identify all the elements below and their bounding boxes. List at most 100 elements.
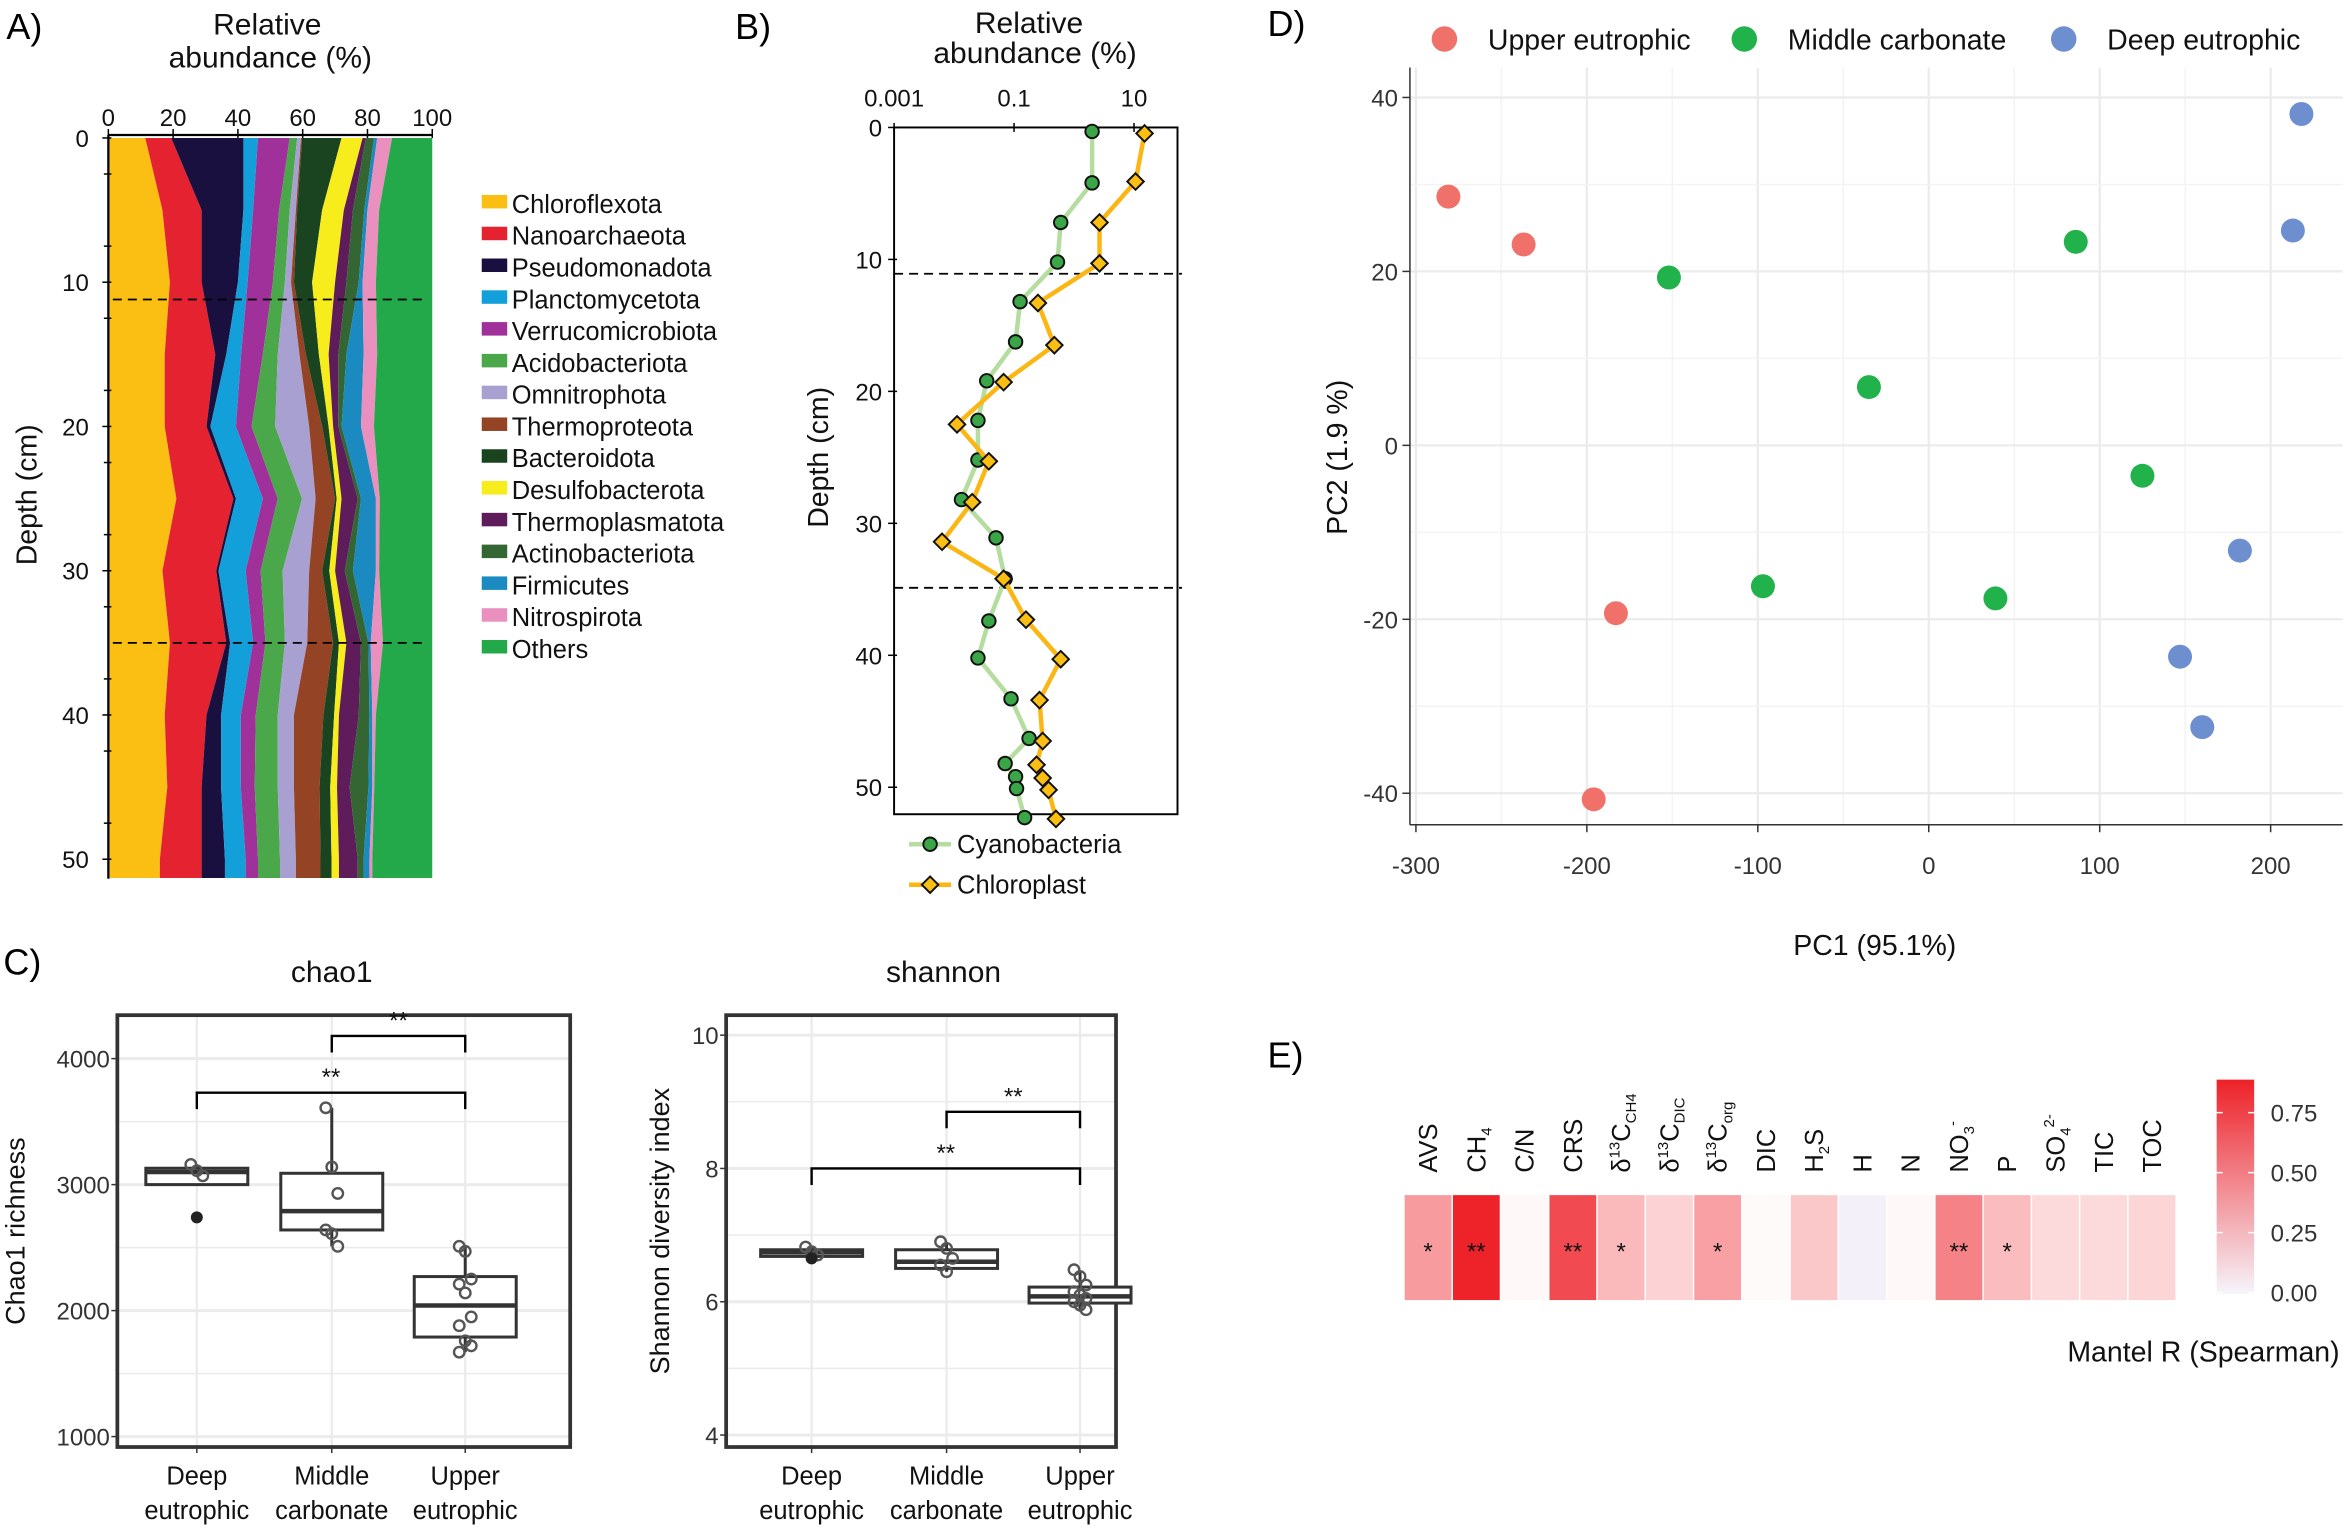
y-tick-label: 40 xyxy=(62,703,89,730)
point-cyanobacteria xyxy=(1021,730,1037,747)
chao1-significance-bracket xyxy=(330,1034,467,1053)
chao1-data-point xyxy=(458,1244,472,1258)
shannon-x-label-line2: eutrophic xyxy=(1028,1497,1133,1525)
column-label-part: SO xyxy=(2043,1136,2071,1173)
chao1-x-label-line2: carbonate xyxy=(275,1497,388,1525)
column-label-part: P xyxy=(1994,1156,2022,1173)
chao1-title: chao1 xyxy=(291,956,373,989)
point-deep-eutrophic xyxy=(2227,538,2252,563)
panel-letter-a: A) xyxy=(6,6,42,47)
panel-b-line-chart: Relative abundance (%) Depth (cm) 0.001 0… xyxy=(803,7,1182,900)
point-chloroplast xyxy=(993,569,1014,589)
legend-label-bacteroidota: Bacteroidota xyxy=(512,445,656,473)
heatmap-cell xyxy=(1549,1195,1597,1301)
column-label: AVS xyxy=(1415,1124,1443,1173)
column-label-part: H xyxy=(1849,1154,1877,1172)
colorbar-title: Mantel R (Spearman) xyxy=(2067,1337,2339,1369)
point-chloroplast xyxy=(1046,809,1066,829)
pca-xlabel: PC1 (95.1%) xyxy=(1793,930,1956,962)
heatmap-cell xyxy=(2032,1195,2079,1301)
column-label-part: - xyxy=(1944,1121,1961,1126)
point-cyanobacteria xyxy=(1008,780,1025,797)
x-tick-label: 200 xyxy=(2251,853,2291,880)
point-middle-carbonate xyxy=(2130,463,2155,488)
y-tick-label: -20 xyxy=(1363,607,1398,634)
point-chloroplast xyxy=(1134,123,1155,144)
chao1-data-point xyxy=(452,1277,466,1291)
point-cyanobacteria xyxy=(988,530,1004,546)
point-cyanobacteria xyxy=(970,412,986,429)
y-tick-label: -40 xyxy=(1363,781,1398,808)
legend-label-firmicutes: Firmicutes xyxy=(512,572,630,600)
panel-letter-d: D) xyxy=(1267,3,1305,44)
point-cyanobacteria xyxy=(1084,123,1100,140)
y-tick-label: 50 xyxy=(62,847,89,874)
plot-frame xyxy=(893,126,1179,816)
legend-label-thermoproteota: Thermoproteota xyxy=(512,413,694,441)
point-middle-carbonate xyxy=(1856,375,1881,400)
legend-label-upper-eutrophic: Upper eutrophic xyxy=(1488,24,1691,56)
column-label-part: C xyxy=(1705,1123,1733,1141)
area-thermoproteota xyxy=(291,137,336,878)
column-label-part: δ xyxy=(1656,1158,1684,1172)
heatmap-cell xyxy=(1404,1195,1452,1301)
panel-a-title-line2: abundance (%) xyxy=(169,41,372,74)
point-cyanobacteria xyxy=(997,755,1013,772)
shannon-x-label-line2: eutrophic xyxy=(759,1497,864,1525)
x-tick-label: 0.1 xyxy=(997,85,1030,112)
heatmap-cell xyxy=(1694,1195,1742,1301)
point-chloroplast xyxy=(1038,780,1059,800)
chao1-data-point xyxy=(325,1160,339,1174)
shannon-data-point xyxy=(1073,1269,1087,1283)
column-label-part: org xyxy=(1720,1102,1737,1124)
point-upper-eutrophic xyxy=(1581,787,1606,812)
column-label: H2​S xyxy=(1801,1129,1833,1173)
chao1-data-point xyxy=(464,1339,478,1353)
area-nanoarchaeota xyxy=(145,137,234,878)
heatmap-cell xyxy=(2128,1195,2176,1301)
column-label-part: 4 xyxy=(1478,1127,1495,1135)
heatmap-cell xyxy=(1452,1195,1500,1301)
chao1-y-tick-label: 1000 xyxy=(56,1425,109,1452)
shannon-x-label-line1: Deep xyxy=(781,1463,842,1491)
chao1-x-label-line1: Upper xyxy=(431,1463,501,1491)
point-chloroplast xyxy=(1033,731,1053,751)
shannon-significance-bracket xyxy=(810,1167,1082,1185)
shannon-y-tick-label: 6 xyxy=(705,1290,718,1317)
x-tick-label: -200 xyxy=(1563,853,1611,880)
point-chloroplast xyxy=(1125,171,1146,192)
column-label: DIC xyxy=(1753,1129,1781,1173)
legend-swatch-nitrospirota xyxy=(481,608,508,622)
column-label-part: TIC xyxy=(2091,1132,2119,1173)
legend-label-omnitrophota: Omnitrophota xyxy=(512,382,667,410)
x-tick-label: 80 xyxy=(354,105,381,132)
column-label-part: N xyxy=(1898,1154,1926,1172)
significance-label: * xyxy=(1713,1239,1722,1266)
legend-label-verrucomicrobiota: Verrucomicrobiota xyxy=(512,318,718,346)
column-label: P xyxy=(1994,1156,2022,1173)
chao1-data-point xyxy=(325,1227,339,1241)
panel-letter-e: E) xyxy=(1267,1035,1303,1076)
significance-label: * xyxy=(1616,1239,1625,1266)
shannon-significance-label: ** xyxy=(1004,1083,1023,1110)
column-label-part: C xyxy=(1608,1123,1636,1141)
panel-d-pca-scatter: PC1 (95.1%) PC2 (1.9 %) -300 -200 -100 0 100… xyxy=(1322,24,2343,962)
legend-marker-deep-eutrophic xyxy=(2050,26,2077,52)
point-cyanobacteria xyxy=(981,613,997,629)
area-chloroflexota xyxy=(108,137,177,878)
x-tick-label: 0.001 xyxy=(864,85,924,112)
panel-c-boxplots: chao1 shannon Chao1 richness Shannon div… xyxy=(0,956,1132,1525)
y-tick-label: 10 xyxy=(62,270,89,297)
point-cyanobacteria xyxy=(1016,809,1033,826)
chao1-y-tick-label: 2000 xyxy=(56,1299,109,1326)
shannon-y-tick-label: 8 xyxy=(705,1156,718,1183)
heatmap-cell xyxy=(1501,1195,1548,1301)
shannon-data-point xyxy=(1079,1303,1093,1317)
x-tick-label: 100 xyxy=(412,105,452,132)
column-label-part: H xyxy=(1801,1154,1829,1172)
column-label: δ13​CCH4​ xyxy=(1607,1093,1640,1172)
chao1-y-tick-label: 4000 xyxy=(56,1047,109,1074)
chao1-data-point xyxy=(331,1186,345,1200)
legend-label-others: Others xyxy=(512,636,588,664)
legend-label-desulfobacterota: Desulfobacterota xyxy=(512,477,705,505)
